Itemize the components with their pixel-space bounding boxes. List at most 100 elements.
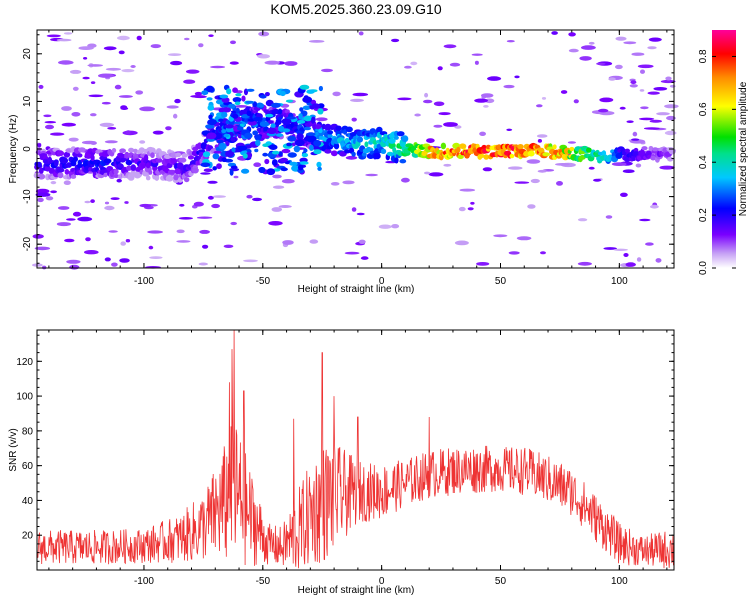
spectrogram-speckle xyxy=(198,43,204,48)
spectrogram-speckle xyxy=(449,62,461,67)
spectrogram-speckle xyxy=(541,97,547,100)
spectrogram-speckle xyxy=(474,60,479,65)
spectrogram-speckle xyxy=(640,106,649,110)
spectrogram-speckle xyxy=(69,69,82,74)
spectrogram-speckle xyxy=(88,94,104,98)
spectrogram-ridge-cell xyxy=(170,158,178,164)
spectrogram-speckle xyxy=(493,234,508,238)
spectrogram-speckle xyxy=(655,258,662,263)
spectrogram-activity-cell xyxy=(241,168,250,174)
spectrogram-speckle xyxy=(118,50,125,55)
spectrogram-activity-cell xyxy=(254,134,262,141)
spectrogram-ridge-cell xyxy=(456,146,461,153)
spectrogram-activity-cell xyxy=(221,97,230,103)
spectrogram-speckle xyxy=(37,143,42,148)
spectrogram-speckle xyxy=(139,140,146,144)
spectrogram-speckle xyxy=(83,57,88,60)
spectrogram-speckle xyxy=(629,84,638,88)
spectrogram-speckle xyxy=(330,182,340,186)
colorbar-tick-label: 0.2 xyxy=(698,208,709,222)
spectrogram-speckle xyxy=(649,119,662,123)
spectrogram-ridge-cell xyxy=(103,172,108,178)
spectrogram-speckle xyxy=(433,101,445,107)
spectrogram-activity-cell xyxy=(317,108,324,115)
spectrogram-activity-cell xyxy=(291,142,296,147)
spectrogram-ridge-cell xyxy=(380,148,387,154)
spectrogram-ridge-cell xyxy=(393,135,399,140)
spectrogram-ridge-cell xyxy=(187,155,195,160)
spectrogram-ridge-cell xyxy=(106,166,114,171)
spectrogram-speckle xyxy=(174,98,181,104)
spectrogram-speckle xyxy=(66,259,81,264)
spectrogram-speckle xyxy=(391,224,400,229)
spectrogram-speckle xyxy=(508,251,520,255)
spectrogram-activity-cell xyxy=(247,120,257,126)
spectrogram-speckle xyxy=(272,185,285,189)
spectrogram-speckle xyxy=(234,105,248,108)
spectrogram-activity-cell xyxy=(218,142,227,150)
spectrogram-ridge-cell xyxy=(601,150,607,157)
spectrogram-speckle xyxy=(620,192,628,197)
spectrogram-speckle xyxy=(173,113,178,119)
spectrogram-ridge-cell xyxy=(165,175,174,182)
y-tick-label: 100 xyxy=(16,392,33,403)
spectrogram-speckle xyxy=(645,242,654,246)
spectrogram-ridge-cell xyxy=(457,154,464,159)
spectrogram-speckle xyxy=(482,167,493,172)
spectrogram-speckle xyxy=(166,105,179,109)
spectrogram-speckle xyxy=(45,124,54,130)
spectrogram-activity-cell xyxy=(271,159,278,166)
spectrogram-ridge-cell xyxy=(111,148,117,153)
spectrogram-ridge-cell xyxy=(335,125,342,131)
spectrogram-speckle xyxy=(454,125,462,129)
snr-x-ticks: -100 -50 0 50 100 xyxy=(48,330,668,587)
spectrogram-ridge-cell xyxy=(373,152,381,160)
colorbar-gradient xyxy=(712,30,736,268)
spectrogram-activity-cell xyxy=(271,150,280,155)
spectrogram-speckle xyxy=(656,112,670,116)
spectrogram-activity-cell xyxy=(234,121,243,125)
spectrogram-activity-cell xyxy=(227,103,236,109)
y-tick-label: 40 xyxy=(22,496,34,507)
spectrogram-activity-cell xyxy=(212,153,220,160)
spectrogram-speckle xyxy=(105,67,122,71)
spectrogram-speckle xyxy=(72,211,82,217)
spectrogram-speckle xyxy=(258,31,270,37)
snr-background xyxy=(37,330,674,570)
spectrogram-ridge-cell xyxy=(200,142,208,149)
spectrogram-speckle xyxy=(481,93,494,98)
spectrogram-speckle xyxy=(61,122,76,127)
spectrogram-ridge-cell xyxy=(174,167,182,175)
spectrogram-activity-cell xyxy=(207,104,215,111)
spectrogram-activity-cell xyxy=(264,158,270,165)
spectrogram-speckle xyxy=(103,46,117,51)
spectrogram-activity-cell xyxy=(286,116,297,120)
spectrogram-speckle xyxy=(503,84,515,89)
spectrogram-speckle xyxy=(184,37,190,41)
spectrogram-y-ticks: -20 -10 0 10 20 xyxy=(22,34,674,264)
spectrogram-ridge-cell xyxy=(56,168,65,173)
spectrogram-activity-cell xyxy=(278,151,283,157)
spectrogram-speckle xyxy=(111,262,118,267)
spectrogram-speckle xyxy=(58,60,74,65)
spectrogram-speckle xyxy=(378,224,392,229)
spectrogram-activity-cell xyxy=(205,124,215,129)
spectrogram-ridge-cell xyxy=(394,157,399,164)
spectrogram-activity-cell xyxy=(299,84,310,90)
spectrogram-activity-cell xyxy=(311,116,316,123)
spectrogram-ridge-cell xyxy=(327,133,333,139)
spectrogram-ridge-cell xyxy=(496,144,502,150)
spectrogram-ridge-cell xyxy=(148,170,153,175)
spectrogram-ridge-cell xyxy=(261,117,267,122)
spectrogram-activity-cell xyxy=(207,119,217,126)
spectrogram-speckle xyxy=(271,207,283,212)
spectrogram-activity-cell xyxy=(237,145,248,151)
spectrogram-ridge-cell xyxy=(112,174,120,178)
spectrogram-speckle xyxy=(664,104,679,109)
spectrogram-speckle xyxy=(136,35,142,41)
spectrogram-speckle xyxy=(223,244,234,248)
spectrogram-activity-cell xyxy=(235,93,242,97)
spectrogram-speckle xyxy=(90,113,97,117)
spectrogram-ridge-cell xyxy=(459,143,467,149)
spectrogram-speckle xyxy=(68,137,79,142)
